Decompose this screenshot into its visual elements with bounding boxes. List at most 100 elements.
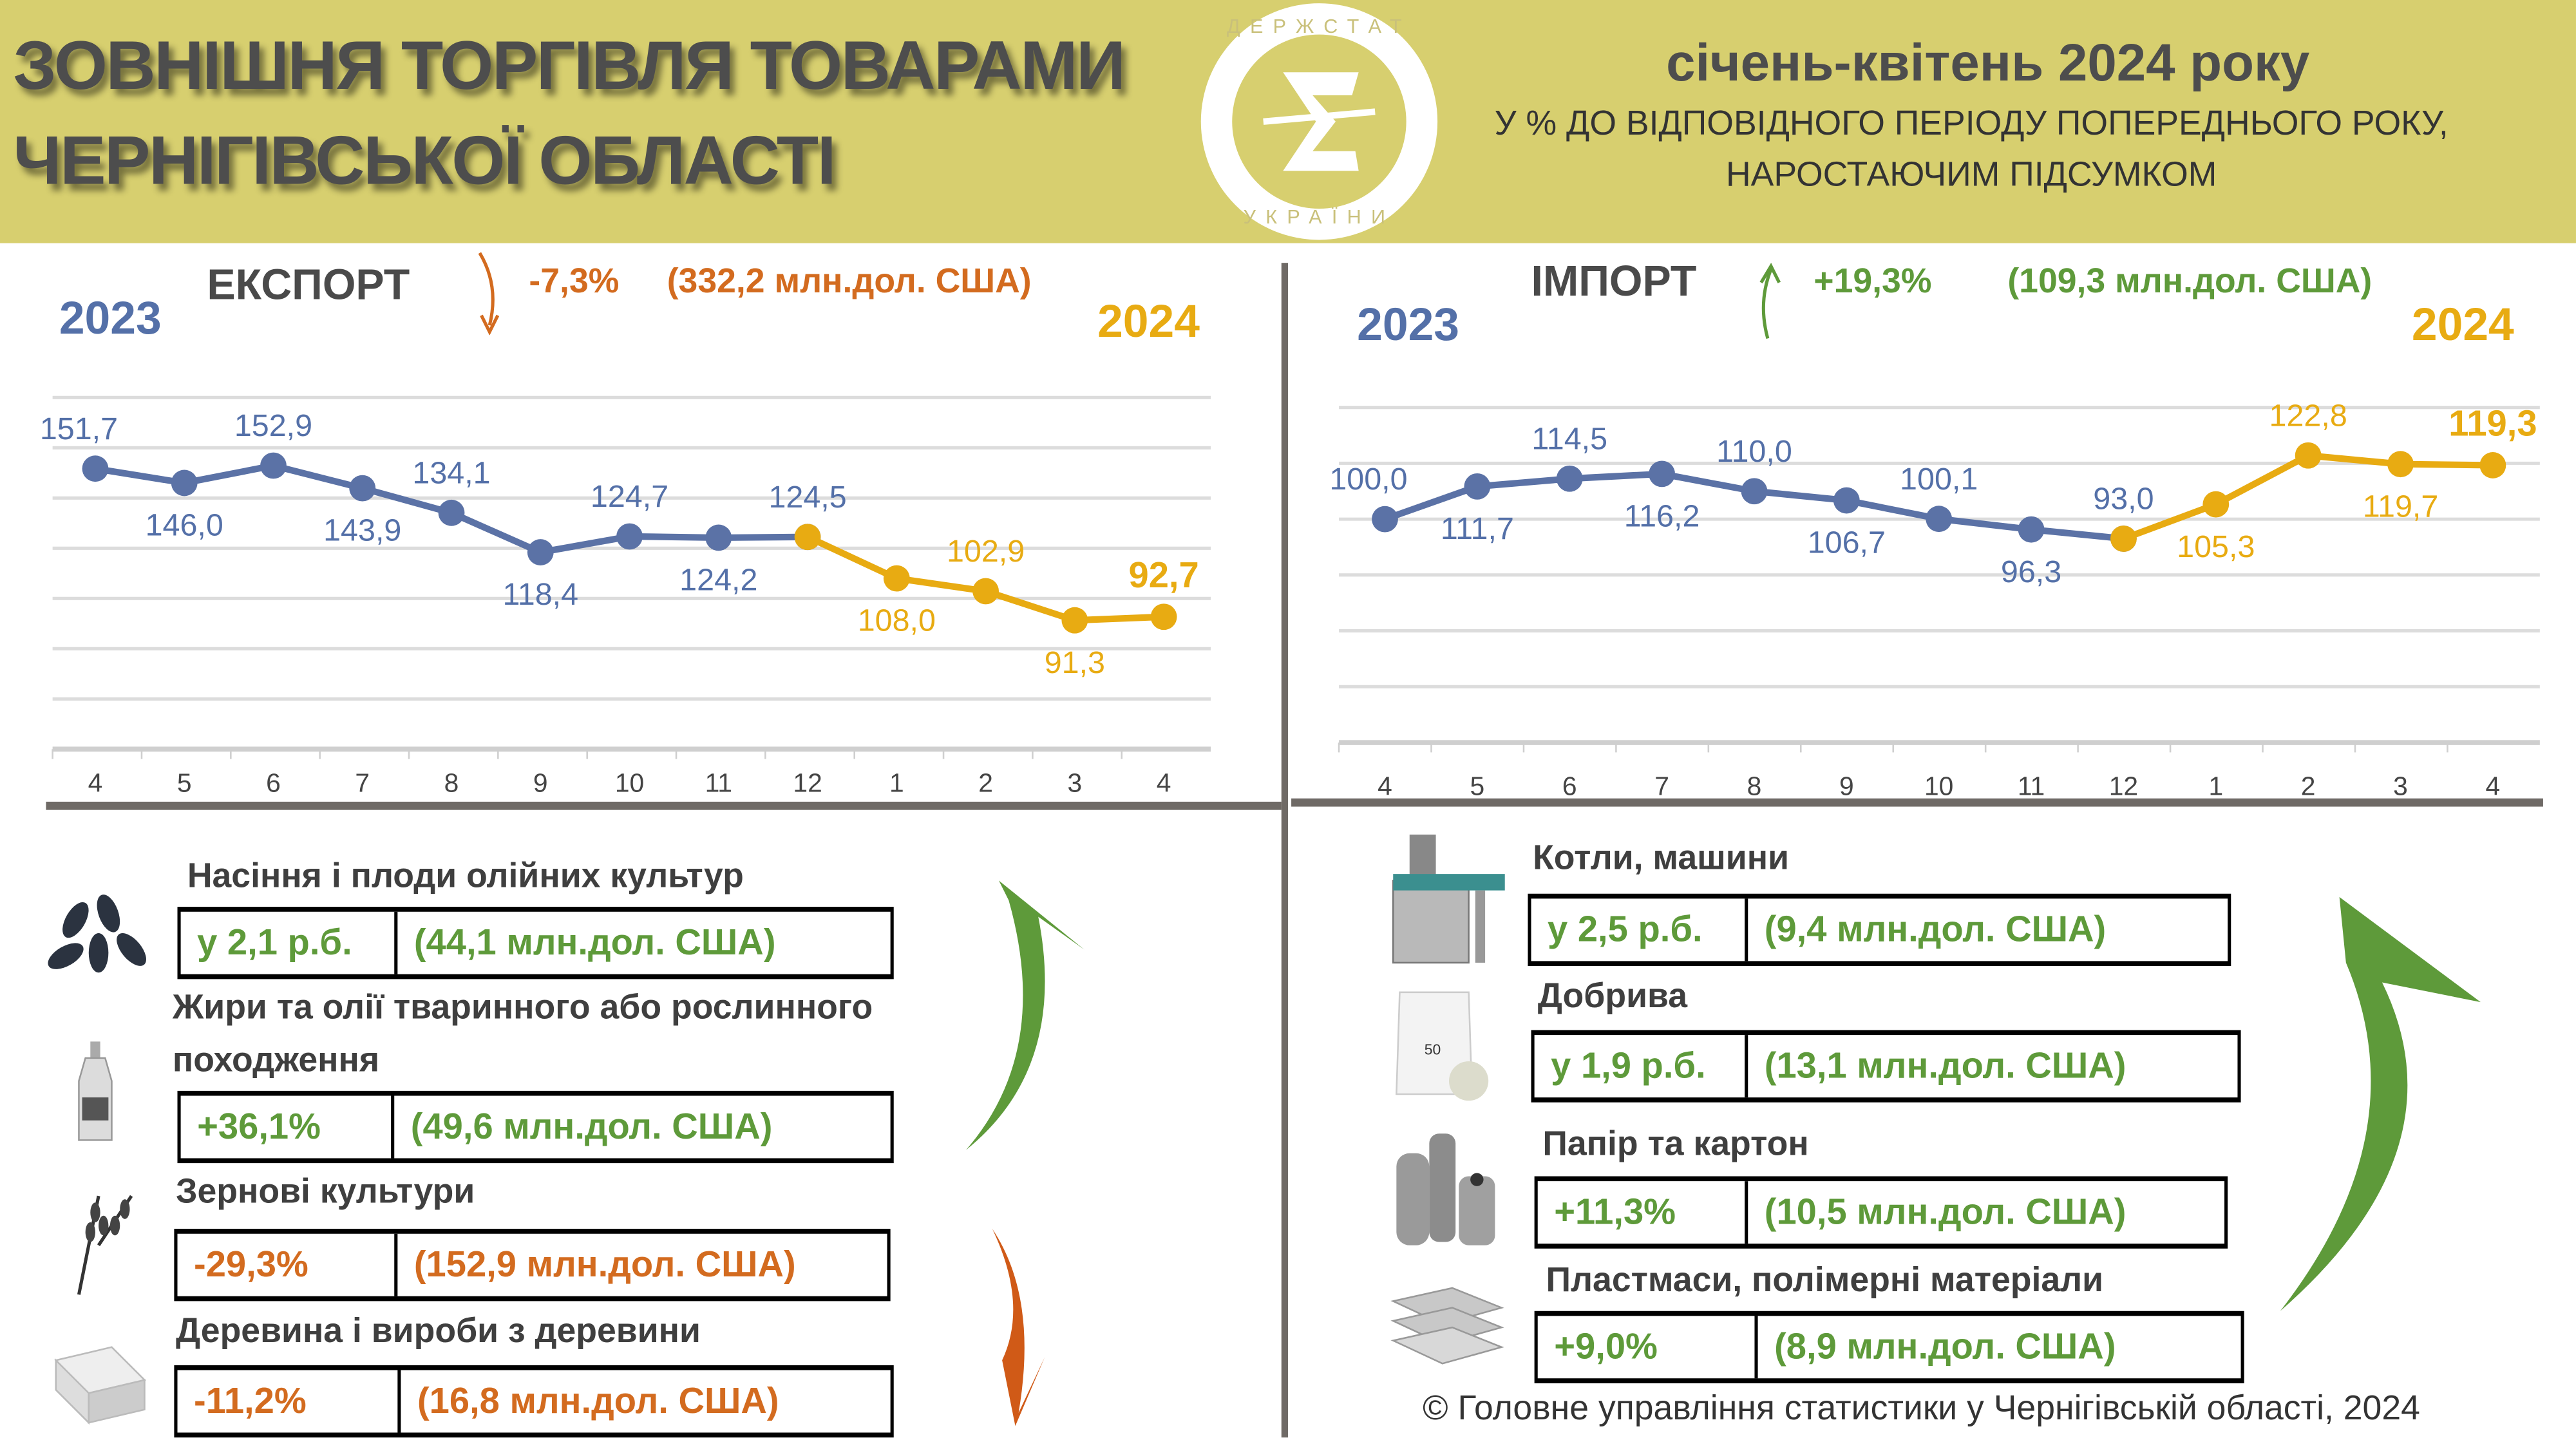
- x-tick-label: 7: [355, 768, 370, 798]
- svg-text:УКРАЇНИ: УКРАЇНИ: [1244, 206, 1396, 228]
- product-change: у 2,5 р.б.: [1531, 898, 1748, 961]
- product-change: у 2,1 р.б.: [181, 911, 398, 974]
- arrow-down-icon: [478, 252, 500, 336]
- data-label: 102,9: [947, 534, 1025, 569]
- product-stats-box: +11,3% (10,5 млн.дол. США): [1534, 1176, 2228, 1249]
- x-tick-label: 4: [2486, 772, 2501, 801]
- derzhstat-logo: ДЕРЖСТАТ УКРАЇНИ: [1200, 3, 1438, 240]
- data-label: 151,7: [40, 412, 118, 446]
- export-amount: (332,2 млн.дол. США): [667, 263, 1032, 301]
- data-label: 118,4: [502, 577, 578, 612]
- machine-icon: [1392, 834, 1505, 964]
- import-amount: (109,3 млн.дол. США): [2007, 263, 2372, 301]
- x-tick-label: 8: [444, 768, 459, 798]
- x-tick-label: 11: [2018, 772, 2045, 801]
- data-point: [349, 475, 376, 502]
- x-tick-label: 12: [2109, 772, 2138, 801]
- data-label: 93,0: [2093, 482, 2154, 516]
- product-name: Папір та картон: [1542, 1125, 1809, 1164]
- data-label: 91,3: [1045, 645, 1105, 680]
- data-point: [82, 455, 109, 482]
- data-point: [2479, 452, 2506, 478]
- data-label: 110,0: [1716, 434, 1792, 469]
- x-tick-label: 1: [889, 768, 904, 798]
- x-tick-label: 5: [1470, 772, 1485, 801]
- import-year-start: 2023: [1357, 299, 1460, 350]
- product-amount: (44,1 млн.дол. США): [413, 922, 776, 963]
- data-point: [2018, 516, 2045, 543]
- main-title-line2: ЧЕРНІГІВСЬКОЇ ОБЛАСТІ: [13, 121, 836, 199]
- data-point: [1556, 465, 1583, 492]
- subtitle-line1: У % ДО ВІДПОВІДНОГО ПЕРІОДУ ПОПЕРЕДНЬОГО…: [1494, 105, 2448, 143]
- data-label: 124,7: [591, 479, 668, 514]
- svg-text:ДЕРЖСТАТ: ДЕРЖСТАТ: [1227, 15, 1412, 37]
- product-name: Добрива: [1537, 977, 1688, 1016]
- data-label: 122,8: [2269, 398, 2347, 433]
- x-tick-label: 5: [177, 768, 192, 798]
- x-tick-label: 2: [2301, 772, 2316, 801]
- data-label: 152,9: [234, 408, 312, 443]
- product-change: +11,3%: [1538, 1181, 1748, 1244]
- period-title: січень-квітень 2024 року: [1666, 33, 2310, 92]
- data-label: 134,1: [412, 455, 490, 490]
- data-point: [1372, 506, 1398, 533]
- x-tick-label: 11: [705, 768, 732, 798]
- product-amount: (16,8 млн.дол. США): [417, 1379, 779, 1421]
- x-tick-label: 8: [1747, 772, 1762, 801]
- data-label: 116,2: [1624, 498, 1700, 533]
- data-label: 124,2: [679, 563, 757, 598]
- data-point: [1150, 603, 1177, 630]
- product-change: у 1,9 р.б.: [1535, 1035, 1748, 1098]
- green-up-arrow-icon: [965, 880, 1084, 1150]
- data-label: 119,7: [2363, 489, 2439, 524]
- arrow-up-icon: [1759, 262, 1781, 339]
- data-label: 146,0: [146, 508, 223, 543]
- product-stats-box: у 1,9 р.б. (13,1 млн.дол. США): [1531, 1030, 2241, 1103]
- data-label: 92,7: [1129, 554, 1199, 595]
- data-point: [260, 452, 287, 479]
- data-point: [2295, 442, 2322, 469]
- data-point: [705, 524, 732, 551]
- x-tick-label: 12: [793, 768, 822, 798]
- x-tick-label: 9: [533, 768, 548, 798]
- data-point: [972, 578, 999, 605]
- svg-text:50: 50: [1425, 1041, 1441, 1058]
- data-label: 108,0: [858, 603, 936, 638]
- import-title: ІМПОРТ: [1531, 256, 1697, 306]
- product-amount: (9,4 млн.дол. США): [1764, 908, 2107, 950]
- x-tick-label: 3: [2393, 772, 2408, 801]
- data-point: [883, 565, 910, 592]
- import-year-end: 2024: [2411, 299, 2514, 350]
- orange-down-arrow-icon: [992, 1229, 1045, 1426]
- x-tick-label: 6: [1562, 772, 1577, 801]
- data-point: [1649, 460, 1675, 488]
- data-label: 96,3: [2001, 554, 2061, 589]
- x-tick-label: 4: [1157, 768, 1171, 798]
- export-year-start: 2023: [59, 292, 162, 344]
- subtitle-line2: НАРОСТАЮЧИМ ПІДСУМКОМ: [1725, 156, 2217, 194]
- product-stats-box: +36,1% (49,6 млн.дол. США): [177, 1090, 894, 1164]
- product-stats-box: -29,3% (152,9 млн.дол. США): [174, 1229, 891, 1302]
- product-amount: (152,9 млн.дол. США): [413, 1244, 796, 1285]
- export-year-end: 2024: [1097, 296, 1200, 347]
- x-tick-label: 4: [1378, 772, 1392, 801]
- product-name-cont: походження: [172, 1041, 380, 1080]
- import-change: +19,3%: [1814, 263, 1932, 301]
- horizontal-divider-right: [1291, 798, 2543, 807]
- product-change: -11,2%: [178, 1370, 401, 1433]
- data-point: [2202, 491, 2230, 518]
- product-stats-box: у 2,1 р.б. (44,1 млн.дол. США): [177, 907, 894, 980]
- product-amount: (8,9 млн.дол. США): [1774, 1325, 2116, 1367]
- x-tick-label: 1: [2208, 772, 2223, 801]
- data-point: [438, 499, 465, 526]
- data-point: [616, 523, 643, 550]
- data-label: 124,5: [768, 480, 846, 515]
- data-label: 111,7: [1441, 511, 1514, 546]
- plastic-sheets-icon: [1390, 1287, 1504, 1365]
- wood-planks-icon: [54, 1346, 147, 1425]
- data-point: [527, 539, 554, 565]
- data-label: 119,3: [2448, 402, 2537, 443]
- data-point: [1741, 478, 1768, 505]
- data-point: [2110, 526, 2137, 552]
- data-point: [1061, 607, 1088, 634]
